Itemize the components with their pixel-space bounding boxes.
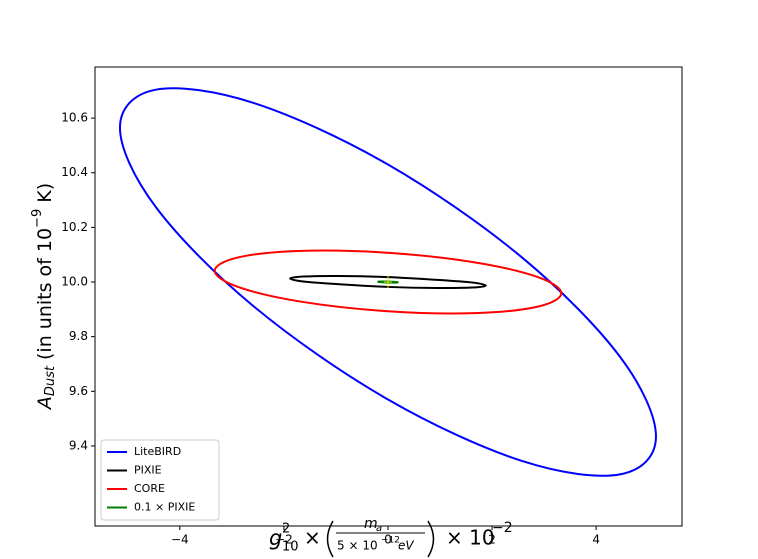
contour — [289, 274, 487, 290]
x-label-part: × — [304, 526, 321, 550]
x-label-part: 5 × 10 — [337, 539, 378, 553]
y-label-part: A — [34, 396, 56, 411]
x-label-part: × 10 — [446, 526, 495, 550]
x-label-part: 10 — [282, 540, 299, 555]
y-tick-label: 10.2 — [61, 220, 88, 234]
legend-label: CORE — [134, 482, 165, 495]
legend-label: LiteBIRD — [134, 445, 181, 458]
legend-box — [100, 439, 220, 521]
contour — [213, 249, 563, 315]
x-label-part: −2 — [492, 520, 513, 536]
x-tick-label: −4 — [171, 533, 189, 547]
y-tick-label: 9.6 — [69, 384, 88, 398]
x-axis-label: g 2 10 × m a 5 × 10 −12 eV × 10 −2 — [269, 516, 513, 558]
paren — [326, 520, 334, 558]
contour — [377, 280, 399, 284]
x-label-part: g — [269, 526, 282, 550]
x-tick-label: −2 — [275, 533, 293, 547]
x-label-part: 2 — [282, 522, 290, 537]
y-tick-label: 10.6 — [61, 111, 88, 125]
y-label-part: −9 — [30, 209, 45, 228]
y-tick-label: 9.8 — [69, 329, 88, 343]
x-tick-label: 2 — [488, 533, 496, 547]
y-label-part: (in units of 10 — [34, 228, 56, 366]
plot-frame — [94, 66, 683, 527]
x-label-part: m — [364, 516, 378, 532]
x-label-part: a — [376, 523, 382, 534]
legend-label: PIXIE — [134, 464, 162, 477]
y-tick-label: 10.4 — [61, 165, 88, 179]
center-marker — [383, 276, 392, 289]
x-tick-label: 4 — [592, 533, 600, 547]
y-tick-label: 10.0 — [61, 275, 88, 289]
contour — [118, 87, 657, 477]
y-tick-label: 9.4 — [69, 438, 88, 452]
y-label-part: K) — [34, 183, 56, 209]
x-label-part: eV — [398, 539, 414, 553]
legend-label: 0.1 × PIXIE — [134, 501, 195, 514]
paren — [427, 520, 435, 558]
y-axis-label: ADust (in units of 10−9 K) — [30, 183, 58, 411]
x-tick-label: 0 — [384, 533, 392, 547]
x-label-part: −12 — [381, 536, 400, 546]
y-label-part: Dust — [43, 365, 58, 396]
